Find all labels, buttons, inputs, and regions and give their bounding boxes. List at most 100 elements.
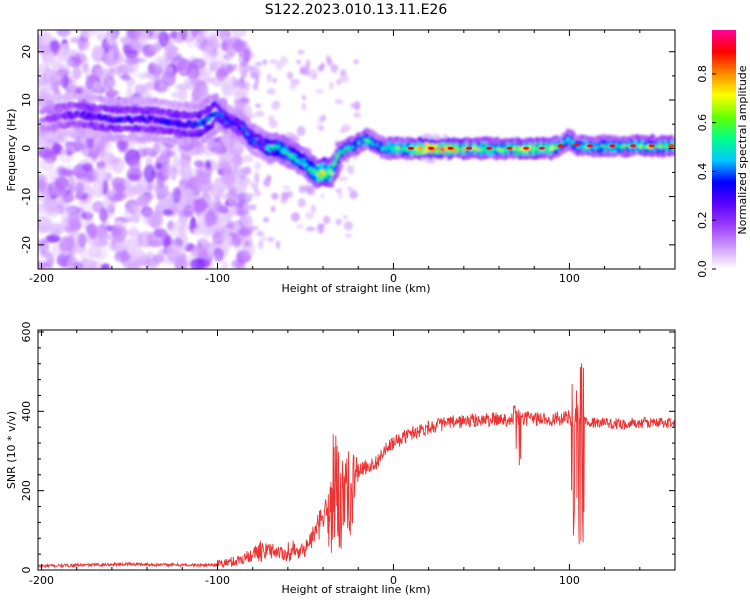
heatmap-cell [127,172,141,181]
x-tick-label: -100 [205,574,230,587]
heatmap-cell [254,77,260,85]
heatmap-cell [199,103,205,109]
heatmap-cell [129,158,141,173]
heatmap-cell [213,39,220,50]
heatmap-cell [202,42,214,58]
chart-title: S122.2023.010.13.11.E26 [265,2,448,18]
heatmap-cell [100,221,111,231]
heatmap-cell [78,233,87,248]
heatmap-cell [178,224,185,234]
heatmap-cell [116,183,126,194]
heatmap-cell [206,244,214,257]
y-tick-label: 400 [20,401,33,422]
x-tick-label: -200 [29,272,54,285]
heatmap-cell [226,228,233,234]
heatmap-cell [195,30,204,44]
spectrogram-frame [37,29,676,270]
heatmap-cell [179,214,188,227]
heatmap-cell [301,95,307,100]
heatmap-peak [557,144,564,148]
heatmap-cell [54,176,69,191]
heatmap-cell [42,200,50,211]
heatmap-cell [220,160,232,176]
heatmap-cell [350,102,355,109]
heatmap-peak [447,146,454,150]
snr-panel: -200 -100 0 100 0 200 400 600 Height of straigh… [5,321,676,596]
heatmap-cell [202,146,215,157]
heatmap-cell [184,159,191,178]
heatmap-cell [234,245,242,253]
heatmap-cell [269,59,278,65]
heatmap-cell [93,82,101,92]
heatmap-cell [42,211,59,219]
heatmap-cell [170,30,178,39]
heatmap-cell [212,76,224,87]
y-tick-label: 600 [20,321,33,342]
heatmap-cell [235,160,243,166]
heatmap-cell [132,61,139,78]
snr-line-marks [38,363,675,569]
heatmap-cell [90,147,99,163]
heatmap-cell [297,198,306,208]
heatmap-cell [145,69,161,80]
heatmap-cell [226,221,235,230]
heatmap-peak [630,144,637,148]
heatmap-cell [79,247,92,263]
heatmap-cell [154,183,162,195]
heatmap-cell [266,174,272,182]
heatmap-cell [38,62,51,81]
heatmap-cell [337,163,343,169]
heatmap-cell [247,193,256,198]
heatmap-cell [262,236,267,241]
heatmap-cell [343,221,354,231]
heatmap-marks [38,30,675,269]
snr-frame [37,329,676,571]
heatmap-cell [340,69,347,76]
heatmap-cell [228,186,238,193]
heatmap-cell [213,127,219,134]
heatmap-cell [223,54,228,60]
heatmap-cell [134,84,146,95]
heatmap-cell [39,30,52,45]
heatmap-cell [95,140,106,152]
heatmap-cell [98,245,109,260]
heatmap-cell [91,44,105,59]
x-tick-label: 0 [390,574,397,587]
heatmap-cell [254,161,261,171]
heatmap-cell [336,167,342,173]
heatmap-cell [193,159,204,168]
heatmap-cell [228,145,236,155]
heatmap-cell [85,205,93,216]
heatmap-cell [225,38,234,56]
heatmap-cell [38,262,48,269]
heatmap-cell [69,49,80,57]
heatmap-cell [195,169,206,185]
heatmap-cell [338,191,343,199]
heatmap-cell [299,68,307,75]
heatmap-peak [573,143,580,147]
x-tick-label: 100 [559,272,580,285]
heatmap-cell [65,58,74,66]
heatmap-cell [222,195,231,200]
heatmap-cell [179,30,188,40]
heatmap-cell [195,258,210,269]
heatmap-cell [329,81,334,91]
heatmap-cell [174,257,189,269]
heatmap-cell [127,30,142,40]
colorbar: 0.0 0.2 0.4 0.6 0.8 Normalized spectral ampl… [696,30,749,278]
heatmap-ridge [38,92,675,189]
heatmap-cell [241,212,253,229]
heatmap-cell [161,72,176,87]
colorbar-tick-label: 0.0 [696,260,709,278]
heatmap-cell [320,62,326,68]
heatmap-cell [250,181,255,189]
heatmap-cell [240,155,254,163]
heatmap-cell [145,157,154,169]
heatmap-cell [349,190,358,199]
heatmap-cell [56,30,71,37]
heatmap-cell [232,78,241,88]
heatmap-cell [280,196,288,204]
heatmap-cell [51,142,62,154]
heatmap-cell [255,190,262,197]
